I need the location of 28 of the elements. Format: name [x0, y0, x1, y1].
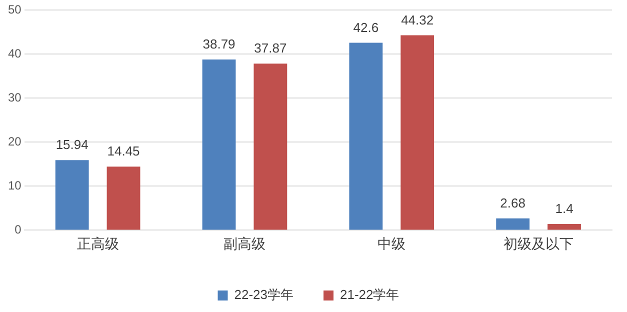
data-label: 14.45: [107, 144, 140, 159]
bar: [400, 35, 434, 230]
data-label: 37.87: [254, 40, 287, 56]
legend-label: 22-23学年: [234, 287, 294, 302]
y-tick-label: 40: [8, 46, 22, 61]
y-tick-label: 0: [14, 222, 22, 237]
x-tick-label: 初级及以下: [504, 235, 574, 252]
data-label: 42.6: [353, 20, 379, 35]
legend-label: 21-22学年: [340, 287, 400, 302]
y-tick-label: 20: [8, 134, 22, 149]
data-label: 44.32: [401, 12, 434, 28]
data-label: 1.4: [555, 201, 574, 216]
x-tick-label: 中级: [378, 235, 406, 252]
data-label: 38.79: [202, 36, 236, 52]
bar: [548, 224, 581, 230]
data-label: 15.94: [56, 137, 88, 152]
bar: [55, 160, 89, 230]
data-label: 2.68: [500, 195, 526, 210]
bar: [202, 60, 236, 230]
x-tick-label: 正高级: [76, 235, 119, 252]
bar: [349, 42, 383, 230]
y-tick-label: 50: [8, 2, 22, 17]
bar: [106, 166, 140, 230]
bar: [496, 218, 530, 230]
x-tick-label: 副高级: [224, 235, 266, 252]
y-tick-label: 30: [8, 90, 22, 105]
y-tick-label: 10: [8, 178, 22, 193]
bar: [254, 64, 288, 230]
